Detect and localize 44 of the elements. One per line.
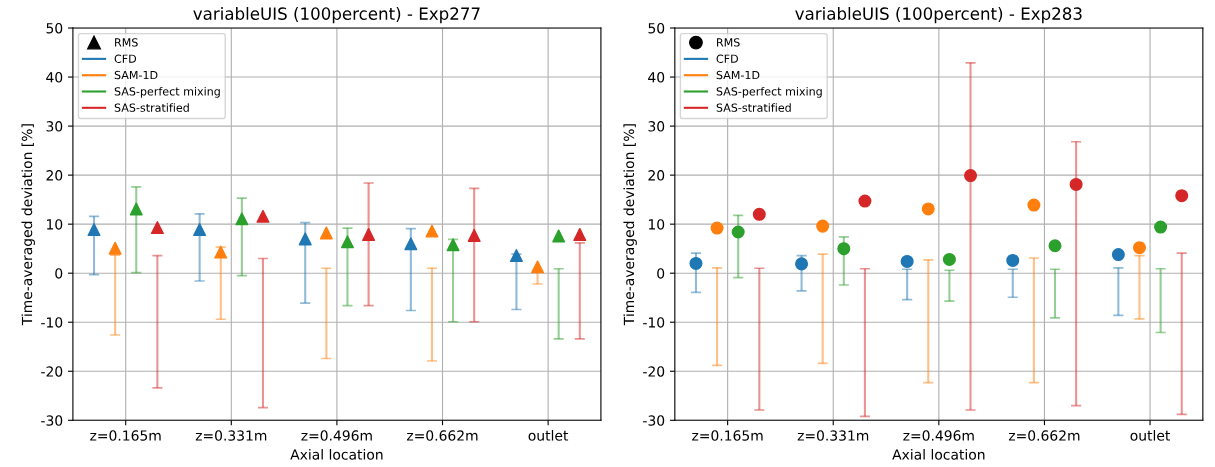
legend-label: CFD [716, 54, 738, 63]
y-tick-label: -20 [41, 366, 63, 377]
x-tick-label: z=0.331m [195, 430, 267, 441]
x-tick-label: z=0.496m [301, 430, 372, 441]
legend-label: SAS-stratified [716, 103, 791, 112]
x-tick-label: z=0.165m [90, 430, 161, 441]
legend-label: RMS [115, 38, 138, 47]
y-tick-label: 30 [46, 121, 63, 132]
legend-label: SAS-perfect mixing [716, 86, 822, 98]
y-tick-label: 30 [648, 121, 665, 132]
y-tick-label: -20 [643, 366, 665, 377]
x-tick-label: z=0.496m [903, 430, 974, 441]
legend-label: SAM-1D [114, 70, 158, 80]
x-axis-title: Axial location [290, 449, 383, 460]
y-tick-label: 0 [657, 268, 665, 279]
y-tick-label: 50 [46, 22, 63, 34]
y-tick-label: 20 [46, 170, 63, 181]
y-tick-label: 40 [648, 72, 665, 83]
legend-label: RMS [717, 38, 740, 47]
x-tick-label: z=0.331m [797, 430, 869, 441]
y-tick-label: -10 [41, 317, 63, 328]
legend-label: CFD [114, 54, 137, 63]
legend-label: SAM-1D [716, 70, 760, 80]
legend-label: SAS-perfect mixing [114, 86, 220, 98]
y-tick-label: 10 [47, 219, 63, 230]
y-tick-label: -30 [41, 415, 63, 426]
x-tick-label: z=0.662m [1008, 430, 1080, 441]
y-tick-label: 40 [46, 72, 63, 83]
legend-label: SAS-stratified [114, 103, 189, 112]
y-tick-label: -10 [643, 317, 665, 328]
x-axis-title: Axial location [892, 449, 985, 460]
x-tick-label: z=0.165m [692, 430, 763, 441]
x-tick-label: z=0.662m [407, 430, 478, 441]
x-tick-label: outlet [1130, 430, 1171, 441]
y-tick-label: 0 [55, 268, 63, 279]
y-axis-title: Time-averaged deviation [%] [21, 124, 35, 326]
y-tick-label: 10 [648, 219, 665, 230]
x-tick-label: outlet [528, 430, 569, 441]
y-axis-title: Time-averaged deviation [%] [623, 124, 637, 326]
chart-title: variableUIS (100percent) - Exp283 [795, 7, 1082, 24]
y-tick-label: -30 [643, 415, 665, 426]
y-tick-label: 20 [648, 170, 665, 181]
chart-title: variableUIS (100percent) - Exp277 [193, 7, 480, 24]
y-tick-label: 50 [648, 22, 665, 34]
